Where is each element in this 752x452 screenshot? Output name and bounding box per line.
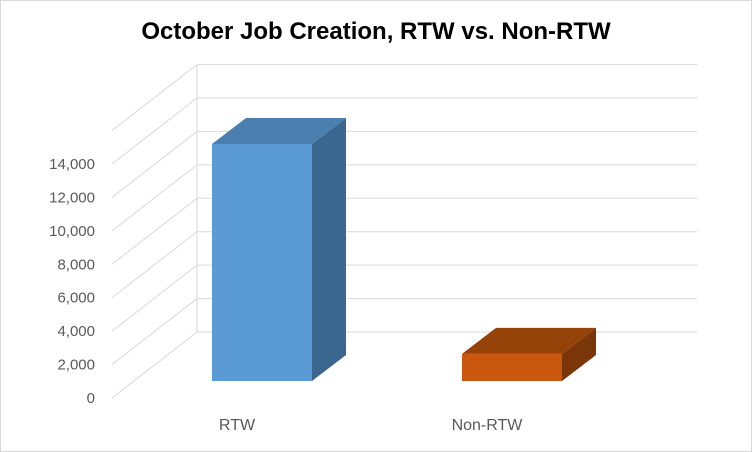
x-axis-categories: RTW Non-RTW bbox=[219, 417, 523, 434]
gridline-depth bbox=[111, 197, 198, 265]
y-tick-label: 0 bbox=[87, 390, 95, 407]
bar-front bbox=[212, 144, 312, 381]
y-tick-label: 14,000 bbox=[49, 156, 95, 173]
chart-title: October Job Creation, RTW vs. Non-RTW bbox=[141, 18, 611, 45]
y-tick-label: 8,000 bbox=[57, 256, 95, 273]
gridline-depth bbox=[111, 331, 198, 399]
bar-side bbox=[312, 118, 346, 381]
bar-top bbox=[462, 327, 596, 354]
bar-rtw bbox=[212, 118, 346, 381]
y-tick-label: 4,000 bbox=[57, 323, 95, 340]
y-tick-label: 6,000 bbox=[57, 290, 95, 307]
chart-bars bbox=[212, 118, 596, 381]
gridline-depth bbox=[111, 64, 198, 131]
gridline-depth bbox=[111, 298, 198, 365]
chart-gridlines bbox=[111, 64, 697, 399]
y-tick-label: 10,000 bbox=[49, 223, 95, 240]
gridline-depth bbox=[111, 264, 198, 332]
bar-non-rtw bbox=[462, 327, 596, 381]
gridline-depth bbox=[111, 97, 198, 165]
gridline-depth bbox=[111, 131, 198, 198]
category-label: Non-RTW bbox=[452, 417, 524, 434]
category-label: RTW bbox=[219, 417, 256, 434]
bar-side bbox=[562, 327, 596, 381]
y-tick-label: 12,000 bbox=[49, 189, 95, 206]
y-tick-label: 2,000 bbox=[57, 357, 95, 374]
bar-front bbox=[462, 353, 562, 381]
bar-top bbox=[212, 118, 346, 144]
y-axis-ticks: 0 2,000 4,000 6,000 8,000 10,000 12,000 14,000 bbox=[49, 156, 95, 407]
gridline-depth bbox=[111, 231, 198, 299]
gridline-depth bbox=[111, 164, 198, 232]
